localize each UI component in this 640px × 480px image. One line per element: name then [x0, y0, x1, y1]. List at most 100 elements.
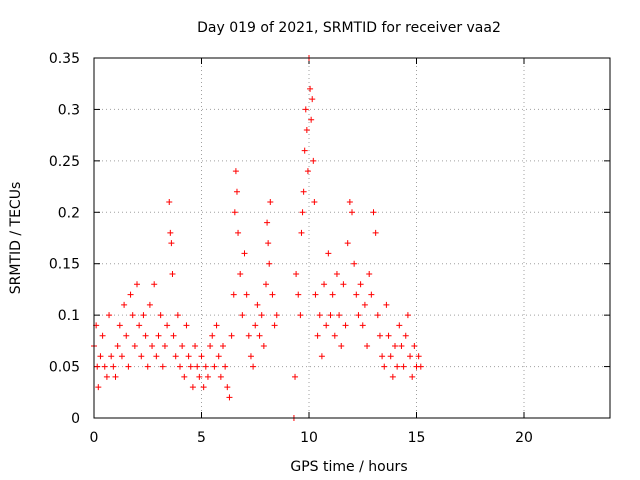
- data-point: [269, 291, 276, 298]
- data-point: [376, 332, 383, 339]
- data-point: [333, 271, 340, 277]
- data-point: [336, 312, 343, 319]
- data-point: [121, 301, 128, 308]
- data-point: [245, 332, 252, 339]
- data-point: [392, 343, 398, 349]
- data-point: [394, 363, 401, 370]
- x-tick-label: 20: [515, 430, 533, 446]
- data-point: [146, 301, 153, 308]
- data-point: [243, 291, 250, 298]
- data-point: [159, 363, 166, 370]
- data-point: [321, 281, 328, 288]
- data-point: [235, 229, 242, 236]
- data-point: [383, 301, 390, 308]
- data-point: [200, 384, 207, 391]
- data-point: [99, 332, 106, 339]
- data-point: [260, 343, 267, 349]
- data-point: [194, 363, 201, 370]
- data-point: [293, 271, 300, 277]
- data-point: [325, 250, 332, 257]
- data-point: [164, 322, 171, 329]
- data-point: [129, 312, 136, 319]
- data-point: [118, 353, 125, 360]
- data-point: [204, 373, 211, 380]
- data-point: [185, 353, 192, 360]
- data-point: [379, 353, 386, 360]
- data-point: [116, 322, 123, 329]
- data-point: [181, 373, 188, 380]
- data-point: [151, 281, 158, 288]
- data-point: [127, 291, 134, 298]
- data-point: [232, 168, 239, 175]
- data-point: [172, 353, 179, 360]
- data-point: [189, 384, 196, 391]
- data-point: [239, 312, 246, 319]
- data-point: [168, 240, 175, 247]
- data-point: [112, 373, 119, 380]
- plot-frame: [93, 57, 611, 419]
- data-point: [372, 229, 379, 236]
- data-point: [311, 199, 318, 205]
- data-point: [368, 291, 375, 298]
- data-point: [202, 363, 209, 370]
- data-point: [349, 209, 355, 216]
- x-tick-label: 10: [300, 430, 318, 446]
- data-point: [303, 127, 310, 133]
- data-point: [142, 332, 149, 339]
- data-point: [407, 353, 414, 360]
- data-point: [192, 343, 199, 349]
- data-point: [247, 353, 254, 360]
- data-point: [157, 312, 164, 319]
- data-point: [196, 373, 203, 380]
- data-point: [301, 147, 308, 154]
- data-point: [254, 301, 261, 308]
- data-point: [265, 240, 272, 247]
- data-point: [217, 373, 224, 380]
- data-point: [237, 271, 244, 277]
- data-point: [310, 157, 317, 164]
- data-point: [110, 363, 117, 370]
- data-point: [166, 199, 173, 205]
- data-point: [140, 312, 147, 319]
- data-point: [144, 363, 151, 370]
- data-point: [228, 332, 235, 339]
- data-point: [134, 281, 140, 288]
- x-tick-label: 0: [90, 430, 99, 446]
- data-point: [174, 312, 181, 319]
- data-point: [402, 332, 409, 339]
- data-point: [108, 353, 115, 360]
- data-point: [300, 188, 307, 195]
- data-points: [91, 55, 424, 421]
- data-point: [389, 373, 396, 380]
- data-point: [357, 281, 364, 288]
- data-point: [169, 271, 176, 277]
- data-point: [226, 394, 233, 401]
- data-point: [374, 312, 381, 319]
- data-point: [256, 332, 263, 339]
- data-point: [271, 322, 278, 329]
- data-point: [298, 229, 305, 236]
- data-point: [183, 322, 190, 329]
- data-point: [366, 271, 373, 277]
- tick-labels: 0 5 10 15 20 0 0.05 0.1 0.15 0.2 0.25 0.3 0.35: [49, 51, 533, 446]
- data-point: [316, 312, 323, 319]
- data-point: [409, 373, 416, 380]
- data-point: [167, 229, 174, 236]
- data-point: [340, 281, 347, 288]
- data-point: [331, 332, 338, 339]
- data-point: [266, 260, 273, 267]
- data-point: [314, 332, 321, 339]
- x-tick-label: 5: [197, 430, 206, 446]
- data-point: [103, 373, 110, 380]
- data-point: [267, 199, 274, 205]
- data-point: [307, 85, 314, 92]
- y-tick-label: 0.05: [49, 360, 80, 376]
- data-point: [385, 332, 392, 339]
- data-point: [106, 312, 113, 319]
- data-point: [222, 363, 229, 370]
- data-point: [309, 96, 316, 103]
- data-point: [97, 353, 104, 360]
- data-point: [329, 291, 336, 298]
- data-point: [131, 343, 138, 349]
- data-point: [351, 260, 358, 267]
